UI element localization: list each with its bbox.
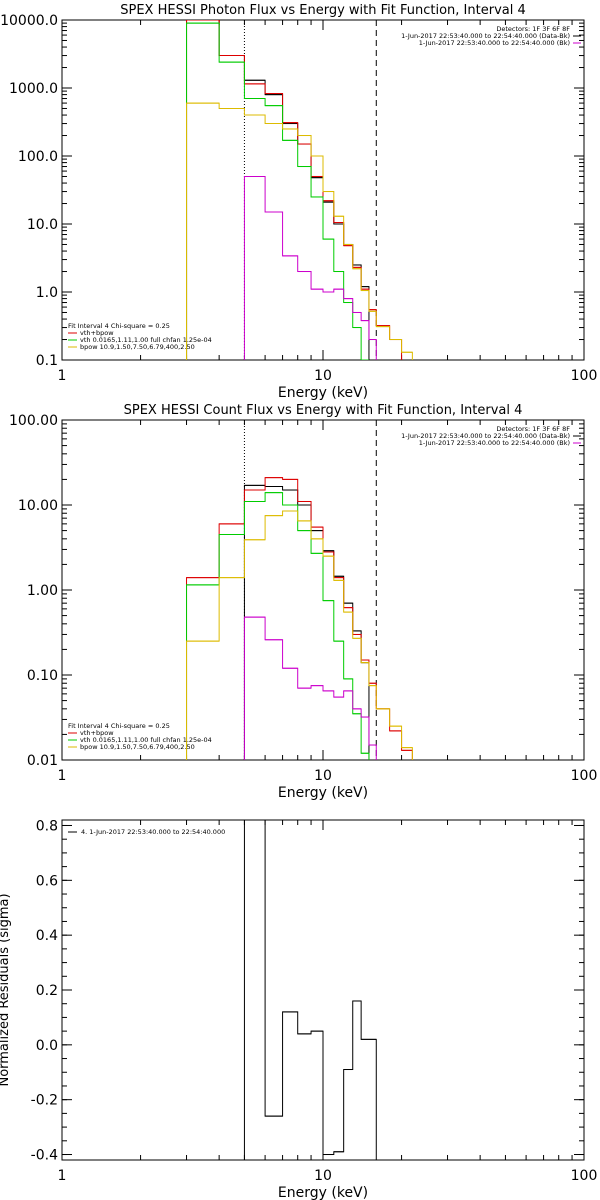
series-background bbox=[243, 616, 377, 760]
x-tick-label: 10 bbox=[314, 768, 332, 784]
legend-bottomleft-entry: vth+bpow bbox=[80, 329, 114, 337]
y-axis-label: Normalized Residuals (sigma) bbox=[0, 893, 12, 1086]
y-tick-label: 0.10 bbox=[27, 668, 58, 684]
series-background bbox=[243, 175, 377, 360]
chart-panel-3: 1 10 100 Energy (keV) -0.4 -0.2 0.0 0.2 0.4 0.6 0.… bbox=[0, 818, 597, 1200]
x-tick-label: 1 bbox=[58, 368, 67, 384]
chart-title: SPEX HESSI Photon Flux vs Energy with Fi… bbox=[120, 3, 526, 18]
y-tick-label: 0.01 bbox=[27, 753, 58, 769]
y-tick-label: 1.00 bbox=[27, 583, 58, 599]
y-tick-label: 0.1 bbox=[36, 353, 58, 369]
y-tick-label: 1.0 bbox=[36, 285, 58, 301]
histogram-line-data bbox=[243, 820, 377, 1160]
x-axis-label: Energy (keV) bbox=[278, 385, 368, 401]
series-data bbox=[243, 820, 377, 1160]
legend-bottomleft-entry: Fit Interval 4 Chi-square = 0.25 bbox=[68, 322, 170, 330]
x-axis-label: Energy (keV) bbox=[278, 1185, 368, 1200]
histogram-line-data bbox=[243, 484, 370, 760]
series-vth bbox=[186, 492, 370, 760]
legend-topright-entry: 1-Jun-2017 22:53:40.000 to 22:54:40.000 … bbox=[419, 39, 570, 47]
x-tick-label: 100 bbox=[571, 1168, 598, 1184]
legend-bottomleft-entry: bpow 10.9,1.50,7.50,6.79,400,2.50 bbox=[80, 343, 195, 351]
y-tick-label: 0.8 bbox=[36, 818, 58, 834]
y-tick-label: -0.4 bbox=[31, 1148, 58, 1164]
legend-topright-entry: 1-Jun-2017 22:53:40.000 to 22:54:40.000 … bbox=[401, 432, 570, 440]
histogram-line-bpow bbox=[186, 510, 413, 760]
legend-topright-entry: 1-Jun-2017 22:53:40.000 to 22:54:40.000 … bbox=[401, 32, 570, 40]
chart-panel-1: SPEX HESSI Photon Flux vs Energy with Fi… bbox=[0, 3, 597, 401]
chart-title: SPEX HESSI Count Flux vs Energy with Fit… bbox=[124, 403, 523, 418]
legend-bottomleft-entry: vth 0.0165,1.11,1.00 full chfan 1.25e-04 bbox=[80, 336, 212, 344]
legend-bottomleft-entry: Fit Interval 4 Chi-square = 0.25 bbox=[68, 722, 170, 730]
series-bpow bbox=[186, 102, 413, 360]
y-tick-label: 10000.0 bbox=[0, 13, 58, 29]
x-tick-label: 10 bbox=[314, 1168, 332, 1184]
histogram-line-data bbox=[186, 20, 370, 360]
y-tick-label: 0.4 bbox=[36, 928, 58, 944]
legend-topright-entry: 1-Jun-2017 22:53:40.000 to 22:54:40.000 … bbox=[419, 439, 570, 447]
legend-bottomleft-entry: vth 0.0165,1.11,1.00 full chfan 1.25e-04 bbox=[80, 736, 212, 744]
legend-bottomleft-entry: vth+bpow bbox=[80, 729, 114, 737]
series-bpow bbox=[186, 510, 413, 760]
y-tick-label: 0.0 bbox=[36, 1038, 58, 1054]
x-tick-label: 100 bbox=[571, 368, 598, 384]
x-axis-label: Energy (keV) bbox=[278, 785, 368, 801]
legend-topright-entry: Detectors: 1F 3F 6F 8F bbox=[496, 25, 570, 33]
series-vth bbox=[186, 22, 369, 360]
x-tick-label: 1 bbox=[58, 768, 67, 784]
y-tick-label: 0.2 bbox=[36, 983, 58, 999]
x-tick-label: 1 bbox=[58, 1168, 67, 1184]
histogram-line-fit_total bbox=[186, 477, 413, 760]
series-fit_total bbox=[186, 477, 413, 760]
legend-topleft-entry: 4. 1-Jun-2017 22:53:40.000 to 22:54:40.0… bbox=[81, 828, 225, 836]
legend-topright-entry: Detectors: 1F 3F 6F 8F bbox=[496, 425, 570, 433]
legend-bottomleft-entry: bpow 10.9,1.50,7.50,6.79,400,2.50 bbox=[80, 743, 195, 751]
y-tick-label: 100.0 bbox=[18, 149, 58, 165]
series-fit_total bbox=[186, 20, 403, 360]
y-tick-label: 0.6 bbox=[36, 873, 58, 889]
y-tick-label: 100.00 bbox=[9, 413, 58, 429]
series-data bbox=[243, 484, 370, 760]
histogram-line-vth bbox=[186, 22, 369, 360]
y-tick-label: 10.0 bbox=[27, 217, 58, 233]
y-tick-label: 1000.0 bbox=[9, 81, 58, 97]
y-tick-label: -0.2 bbox=[31, 1093, 58, 1109]
y-tick-label: 10.00 bbox=[18, 498, 58, 514]
series-data bbox=[186, 20, 370, 360]
histogram-line-vth bbox=[186, 492, 370, 760]
chart-panel-2: SPEX HESSI Count Flux vs Energy with Fit… bbox=[9, 403, 597, 801]
x-tick-label: 100 bbox=[571, 768, 598, 784]
x-tick-label: 10 bbox=[314, 368, 332, 384]
histogram-line-bpow bbox=[186, 102, 413, 360]
